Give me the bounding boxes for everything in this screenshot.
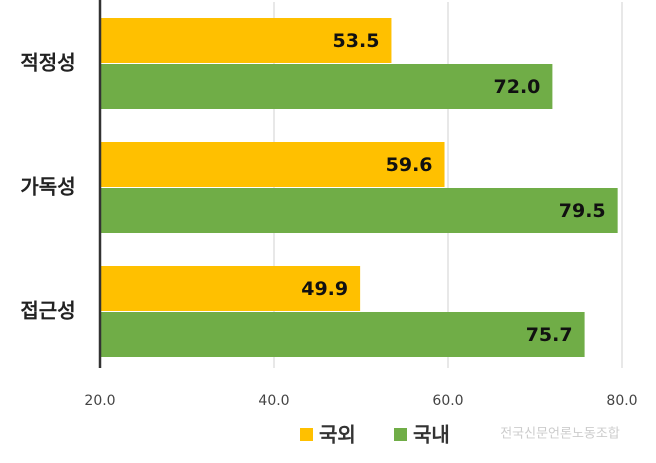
legend-swatch (300, 428, 313, 441)
category-label: 접근성 (20, 299, 75, 323)
category-label: 적정성 (20, 51, 75, 75)
value-label: 53.5 (333, 30, 380, 52)
x-tick-label: 20.0 (84, 393, 115, 409)
value-label: 79.5 (559, 200, 606, 222)
bar (100, 188, 618, 233)
value-label: 75.7 (526, 324, 573, 346)
category-label: 가독성 (20, 175, 75, 199)
legend-label: 국내 (413, 423, 450, 447)
value-label: 59.6 (386, 154, 433, 176)
bar (100, 142, 445, 187)
x-tick-label: 80.0 (606, 393, 637, 409)
watermark: 전국신문언론노동조합 (500, 427, 620, 442)
bar (100, 266, 361, 311)
value-label: 72.0 (494, 76, 541, 98)
bar (100, 312, 585, 357)
bar (100, 64, 553, 109)
value-label: 49.9 (301, 278, 348, 300)
x-tick-label: 60.0 (432, 393, 463, 409)
legend-swatch (394, 428, 407, 441)
bar (100, 18, 392, 63)
legend-label: 국외 (319, 423, 356, 447)
x-tick-label: 40.0 (258, 393, 289, 409)
